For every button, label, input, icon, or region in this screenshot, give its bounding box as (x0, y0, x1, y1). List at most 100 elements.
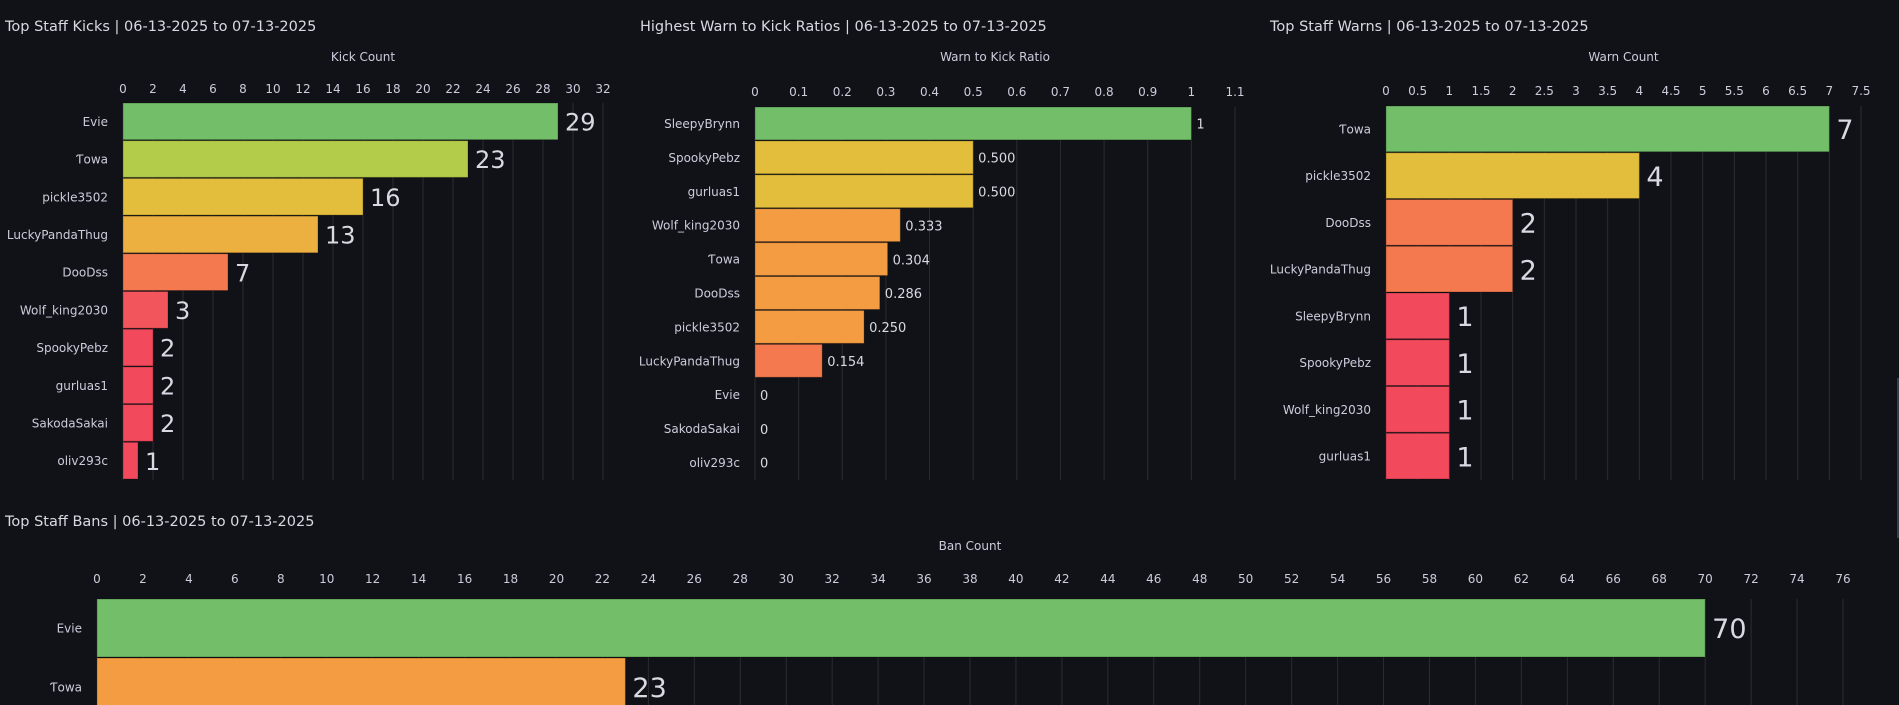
category-label: pickle3502 (42, 190, 108, 204)
value-label: 2 (160, 372, 175, 400)
bar (122, 177, 364, 216)
x-tick-label: 0 (119, 82, 127, 96)
x-tick-label: 4 (1636, 84, 1644, 98)
x-tick-label: 70 (1698, 572, 1713, 586)
x-tick-label: 36 (916, 572, 931, 586)
bar (754, 140, 974, 175)
category-label: Ƭowa (76, 153, 108, 167)
category-label: gurluas1 (688, 185, 740, 199)
x-tick-label: 74 (1789, 572, 1804, 586)
panel-title-warns[interactable]: Top Staff Warns | 06-13-2025 to 07-13-20… (1270, 19, 1589, 35)
x-tick-label: 0.8 (1095, 85, 1114, 99)
x-tick-label: 0 (751, 85, 759, 99)
bar (1385, 152, 1640, 199)
value-label: 1 (145, 448, 160, 476)
bar (754, 174, 974, 209)
panel-top-staff-kicks: Top Staff Kicks | 06-13-2025 to 07-13-20… (0, 0, 630, 495)
x-tick-label: 56 (1376, 572, 1391, 586)
x-tick-label: 30 (565, 82, 580, 96)
x-tick-label: 12 (365, 572, 380, 586)
category-label: LuckyPandaThug (1270, 263, 1371, 277)
value-label: 2 (160, 335, 175, 363)
bar (122, 328, 154, 367)
value-label: 0 (760, 457, 768, 472)
x-tick-label: 0.5 (1408, 84, 1427, 98)
x-tick-label: 18 (503, 572, 518, 586)
value-label: 0 (760, 389, 768, 404)
category-label: SleepyBrynn (664, 117, 740, 131)
category-label: Ƭowa (708, 253, 740, 267)
bar (1385, 245, 1514, 293)
x-tick-label: 12 (295, 82, 310, 96)
x-tick-label: 0.9 (1138, 85, 1157, 99)
panel-title-ratios[interactable]: Highest Warn to Kick Ratios | 06-13-2025… (640, 19, 1047, 35)
x-tick-label: 72 (1743, 572, 1758, 586)
value-label: 3 (175, 297, 190, 325)
x-tick-label: 0 (1382, 84, 1390, 98)
x-tick-label: 20 (549, 572, 564, 586)
category-label: pickle3502 (1305, 169, 1371, 183)
x-tick-label: 48 (1192, 572, 1207, 586)
value-label: 7 (235, 259, 250, 287)
bar (754, 309, 865, 344)
x-tick-label: 50 (1238, 572, 1253, 586)
bar (1385, 199, 1514, 246)
value-label: 2 (1520, 209, 1537, 240)
x-tick-label: 6 (209, 82, 217, 96)
category-label: DooDss (1325, 216, 1371, 230)
value-label: 0 (760, 423, 768, 438)
bar (1385, 105, 1830, 153)
category-label: Wolf_king2030 (652, 219, 740, 233)
value-label: 0.500 (978, 185, 1015, 200)
x-tick-label: 10 (265, 82, 280, 96)
x-tick-label: 22 (445, 82, 460, 96)
x-axis-label: Warn to Kick Ratio (940, 50, 1050, 64)
value-label: 0.304 (893, 253, 930, 268)
category-label: DooDss (694, 287, 740, 301)
category-label: LuckyPandaThug (639, 354, 740, 368)
value-label: 0.250 (869, 321, 906, 336)
x-tick-label: 26 (687, 572, 702, 586)
panel-top-staff-warns: Top Staff Warns | 06-13-2025 to 07-13-20… (1265, 0, 1899, 495)
value-label: 16 (370, 184, 401, 212)
x-tick-label: 34 (870, 572, 885, 586)
category-label: DooDss (62, 266, 108, 280)
bar (1385, 386, 1450, 433)
bar (1385, 432, 1450, 480)
x-tick-label: 40 (1008, 572, 1023, 586)
x-tick-label: 24 (475, 82, 490, 96)
x-tick-label: 2.5 (1535, 84, 1554, 98)
panel-title-bans[interactable]: Top Staff Bans | 06-13-2025 to 07-13-202… (5, 514, 315, 530)
x-tick-label: 2 (1509, 84, 1517, 98)
x-tick-label: 58 (1422, 572, 1437, 586)
x-tick-label: 54 (1330, 572, 1345, 586)
category-label: oliv293c (57, 454, 108, 468)
value-label: 13 (325, 222, 356, 250)
x-tick-label: 42 (1054, 572, 1069, 586)
x-tick-label: 62 (1514, 572, 1529, 586)
panel-title-kicks[interactable]: Top Staff Kicks | 06-13-2025 to 07-13-20… (5, 19, 317, 35)
page-scrollbar[interactable] (1897, 378, 1899, 538)
category-label: Wolf_king2030 (20, 303, 108, 317)
x-tick-label: 0.1 (789, 85, 808, 99)
bar (96, 657, 626, 705)
x-tick-label: 68 (1652, 572, 1667, 586)
x-tick-label: 60 (1468, 572, 1483, 586)
category-label: SpookyPebz (668, 151, 740, 165)
category-label: SakodaSakai (664, 422, 740, 436)
value-label: 0.286 (885, 287, 922, 302)
x-tick-label: 6.5 (1788, 84, 1807, 98)
category-label: gurluas1 (56, 379, 108, 393)
panel-warn-kick-ratios: Highest Warn to Kick Ratios | 06-13-2025… (635, 0, 1265, 495)
x-tick-label: 4.5 (1661, 84, 1680, 98)
x-tick-label: 0 (93, 572, 101, 586)
x-tick-label: 5.5 (1725, 84, 1744, 98)
x-tick-label: 16 (355, 82, 370, 96)
x-tick-label: 28 (535, 82, 550, 96)
x-tick-label: 0.2 (833, 85, 852, 99)
bar (1385, 292, 1450, 340)
x-tick-label: 32 (825, 572, 840, 586)
panel-top-staff-bans: Top Staff Bans | 06-13-2025 to 07-13-202… (0, 495, 1895, 705)
category-label: oliv293c (689, 456, 740, 470)
